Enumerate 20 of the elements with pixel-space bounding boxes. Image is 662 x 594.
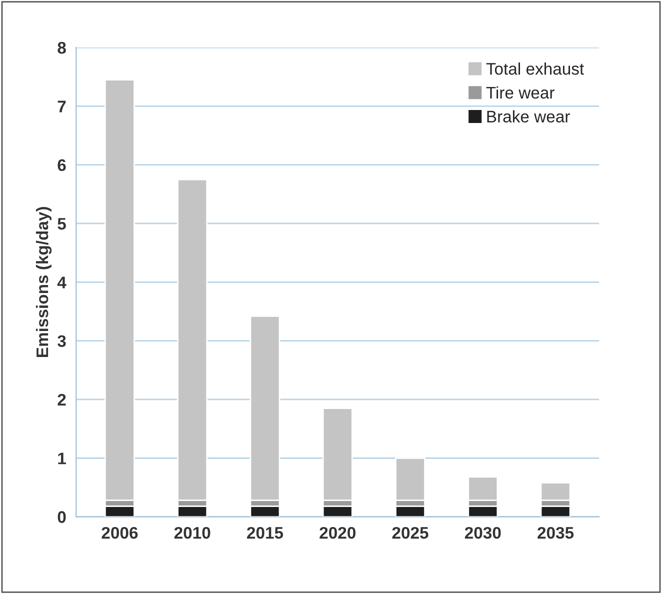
y-tick-label: 6 (58, 159, 66, 172)
y-axis-title: Emissions (kg/day) (36, 207, 52, 357)
y-tick-label: 7 (58, 100, 66, 112)
x-tick-label: 2020 (320, 526, 356, 539)
legend-label: Brake wear (487, 110, 570, 122)
y-tick-label: 2 (58, 394, 66, 406)
x-tick-label: 2030 (464, 526, 501, 539)
x-tick-label: 2015 (247, 526, 284, 539)
legend-label: Total exhaust (486, 62, 584, 75)
x-tick-label: 2025 (392, 526, 428, 539)
legend-label: Tire wear (486, 86, 554, 99)
x-tick-label: 2035 (538, 526, 574, 539)
x-tick-label: 2010 (174, 526, 210, 539)
y-tick-label: 3 (58, 335, 66, 348)
y-tick-label: 4 (57, 276, 66, 288)
x-tick-label: 2006 (102, 526, 138, 539)
y-tick-label: 5 (58, 218, 66, 230)
y-tick-label: 8 (58, 42, 66, 54)
y-tick-label: 0 (58, 511, 66, 523)
y-tick-label: 1 (58, 452, 66, 464)
